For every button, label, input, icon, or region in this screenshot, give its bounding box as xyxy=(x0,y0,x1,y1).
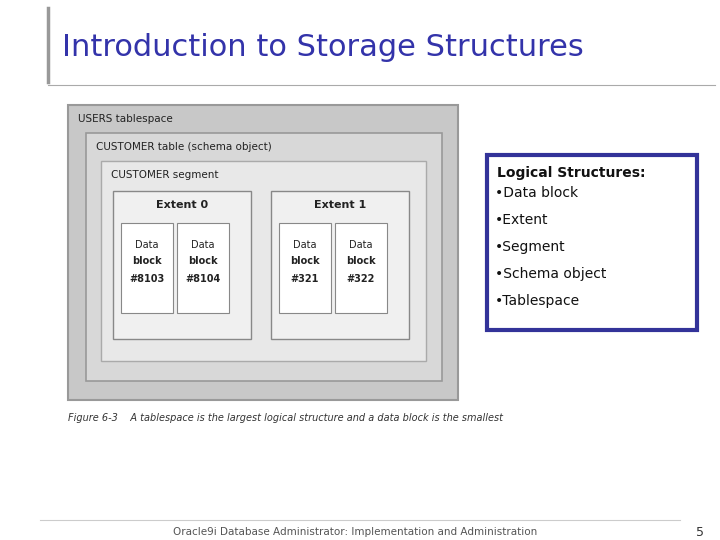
FancyBboxPatch shape xyxy=(335,223,387,313)
FancyBboxPatch shape xyxy=(86,133,442,381)
Text: Data: Data xyxy=(293,240,317,250)
Text: •Extent: •Extent xyxy=(495,213,549,227)
Text: Logical Structures:: Logical Structures: xyxy=(497,166,646,180)
Text: •Data block: •Data block xyxy=(495,186,578,200)
Text: Extent 0: Extent 0 xyxy=(156,200,208,210)
Text: block: block xyxy=(346,256,376,266)
Text: 5: 5 xyxy=(696,525,704,538)
Text: block: block xyxy=(290,256,320,266)
Text: Figure 6-3    A tablespace is the largest logical structure and a data block is : Figure 6-3 A tablespace is the largest l… xyxy=(68,413,503,423)
FancyBboxPatch shape xyxy=(113,191,251,339)
Text: CUSTOMER table (schema object): CUSTOMER table (schema object) xyxy=(96,142,271,152)
Text: Data: Data xyxy=(349,240,373,250)
Text: #8104: #8104 xyxy=(185,274,220,284)
FancyBboxPatch shape xyxy=(279,223,331,313)
Text: USERS tablespace: USERS tablespace xyxy=(78,114,173,124)
FancyBboxPatch shape xyxy=(121,223,173,313)
Text: Data: Data xyxy=(192,240,215,250)
Text: Oracle9i Database Administrator: Implementation and Administration: Oracle9i Database Administrator: Impleme… xyxy=(173,527,537,537)
Text: •Segment: •Segment xyxy=(495,240,566,254)
FancyBboxPatch shape xyxy=(101,161,426,361)
Text: Introduction to Storage Structures: Introduction to Storage Structures xyxy=(62,33,584,63)
Text: #322: #322 xyxy=(347,274,375,284)
Text: Data: Data xyxy=(135,240,158,250)
Text: #8103: #8103 xyxy=(130,274,165,284)
Text: #321: #321 xyxy=(291,274,319,284)
Text: •Tablespace: •Tablespace xyxy=(495,294,580,308)
Text: block: block xyxy=(188,256,218,266)
Text: •Schema object: •Schema object xyxy=(495,267,606,281)
Text: CUSTOMER segment: CUSTOMER segment xyxy=(111,170,218,180)
FancyBboxPatch shape xyxy=(177,223,229,313)
Text: block: block xyxy=(132,256,162,266)
FancyBboxPatch shape xyxy=(487,155,697,330)
FancyBboxPatch shape xyxy=(68,105,458,400)
FancyBboxPatch shape xyxy=(271,191,409,339)
Text: Extent 1: Extent 1 xyxy=(314,200,366,210)
